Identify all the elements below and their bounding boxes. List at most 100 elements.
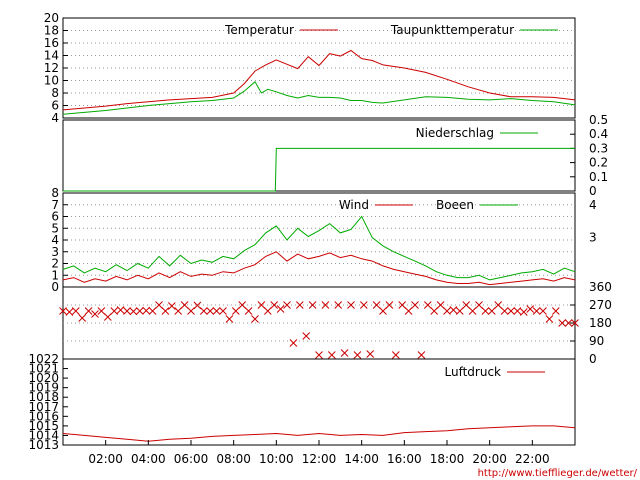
wind-direction-point [481,307,490,315]
x-tick-label: 08:00 [216,452,251,466]
wind-direction-point [148,307,157,315]
wind-direction-point [302,332,311,340]
wind-direction-point [545,315,554,323]
panel-frame [62,119,576,192]
wind-direction-point [513,307,522,315]
y-tick-label: 1019 [28,381,59,395]
wind-direction-point [372,301,381,309]
panel-pressure: 1013101410151016101710181019102010211022… [28,352,576,466]
wind-direction-point [276,305,285,313]
wind-direction-point [270,301,279,309]
legend-label: Wind [339,198,369,212]
wind-direction-point [193,301,202,310]
x-tick-label: 22:00 [515,452,550,466]
y-tick-label: 4 [51,233,59,247]
source-url[interactable]: http://www.tiefflieger.de/wetter/ [478,468,638,479]
wind-direction-point [385,301,394,309]
y-tick-label: 1022 [28,352,59,366]
y-tick-label: 1014 [28,428,59,442]
wind-direction-point [321,301,330,309]
wind-direction-point [199,307,208,315]
x-tick-label: 14:00 [344,452,379,466]
x-tick-label: 04:00 [131,452,166,466]
wind-direction-point [206,307,215,315]
legend-label: Niederschlag [416,126,494,140]
wind-direction-point [532,307,541,315]
wind-direction-point [334,301,343,309]
y-tick-label: 5 [51,221,59,235]
wind-direction-point [487,307,496,315]
wind-direction-point [295,301,304,309]
y-tick-label: 1017 [28,400,59,414]
right-tick-label: 4 [589,198,597,212]
y-tick-label: 14 [44,49,59,63]
wind-direction-point [391,351,400,359]
wind-direction-point [379,307,387,315]
panel-wind-direction: 0 90 180 270 360 [59,280,612,366]
legend-label: Luftdruck [444,365,501,379]
wind-direction-point [187,307,195,315]
y-tick-label: 1020 [28,371,59,385]
wind-direction-point [135,307,144,315]
wind-direction-point [327,351,336,359]
y-tick-label: 7 [51,198,59,212]
y-tick-label: 0.2 [589,156,608,170]
y-tick-label: 0.1 [589,170,608,184]
wind-direction-point [436,301,445,309]
wind-direction-point [251,315,259,323]
wind-direction-point [110,307,119,315]
y-tick-label: 1018 [28,390,59,404]
wind-direction-point [468,307,477,315]
wind-direction-point [174,307,183,315]
y-tick-label: 0.3 [589,141,608,155]
x-tick-label: 02:00 [88,452,123,466]
legend-label: Boeen [436,198,474,212]
y-tick-label: 3 [51,245,59,259]
wind-direction-point [430,307,439,315]
x-tick-label: 18:00 [430,452,465,466]
wind-direction-point [462,301,471,309]
wind-direction-point [71,307,80,315]
wind-direction-point [315,351,323,359]
x-tick-label: 06:00 [174,452,209,466]
wind-direction-point [404,307,413,315]
wind-direction-point [411,301,419,309]
wind-direction-point [116,306,125,314]
y-tick-label: 2 [51,257,59,271]
series-line-temperatur [62,49,576,111]
series-line-taupunkttemperatur [62,81,576,115]
y-tick-label: 270 [589,298,612,312]
wind-direction-point [398,301,407,309]
y-tick-label: 1015 [28,419,59,433]
wind-direction-point [219,307,227,315]
wind-direction-point [212,307,221,315]
y-tick-label: 90 [589,334,604,348]
y-tick-label: 180 [589,316,612,330]
wind-direction-point [571,319,579,327]
wind-direction-point [97,307,106,315]
series-line-wind [62,251,576,286]
y-tick-label: 0.4 [589,127,608,141]
y-tick-label: 360 [589,280,612,294]
y-tick-label: 6 [51,210,59,224]
wind-direction-point [443,307,451,315]
wind-direction-point [103,313,112,321]
series-line-boeen [62,215,576,281]
y-tick-label: 6 [51,99,59,113]
wind-direction-point [526,305,535,313]
wind-direction-point [366,350,375,358]
y-tick-label: 1016 [28,409,59,423]
wind-direction-point [283,301,291,309]
y-tick-label: 1021 [28,362,59,376]
y-tick-label: 12 [44,61,59,75]
wind-direction-point [238,301,247,309]
wind-direction-point [423,301,432,309]
wind-direction-point [244,307,253,315]
wind-direction-point [340,349,349,357]
series-line-niederschlag [63,147,575,192]
legend-label: Temperatur [224,23,294,37]
wind-direction-point [129,307,138,316]
